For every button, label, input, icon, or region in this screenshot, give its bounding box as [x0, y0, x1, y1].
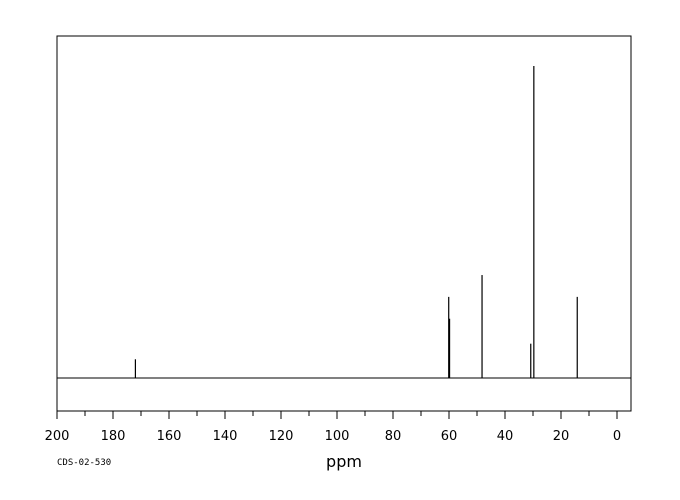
- x-tick-label: 160: [157, 429, 182, 444]
- x-axis-tick-labels: 200 180 160 140 120 100 80 60 40 20 0: [45, 429, 622, 444]
- x-tick-label: 60: [441, 429, 458, 444]
- x-tick-label: 180: [101, 429, 126, 444]
- spectrum-peaks: [134, 66, 578, 378]
- x-tick-label: 100: [325, 429, 350, 444]
- x-tick-label: 80: [385, 429, 402, 444]
- x-tick-label: 20: [553, 429, 570, 444]
- x-tick-label: 200: [45, 429, 70, 444]
- spectrum-code-label: CDS-02-530: [57, 458, 111, 468]
- x-tick-label: 140: [213, 429, 238, 444]
- x-tick-label: 0: [613, 429, 621, 444]
- x-tick-label: 120: [269, 429, 294, 444]
- x-axis-ticks: [56, 411, 618, 419]
- plot-frame: [56, 35, 632, 412]
- x-tick-label: 40: [497, 429, 514, 444]
- x-axis-label: ppm: [326, 452, 362, 471]
